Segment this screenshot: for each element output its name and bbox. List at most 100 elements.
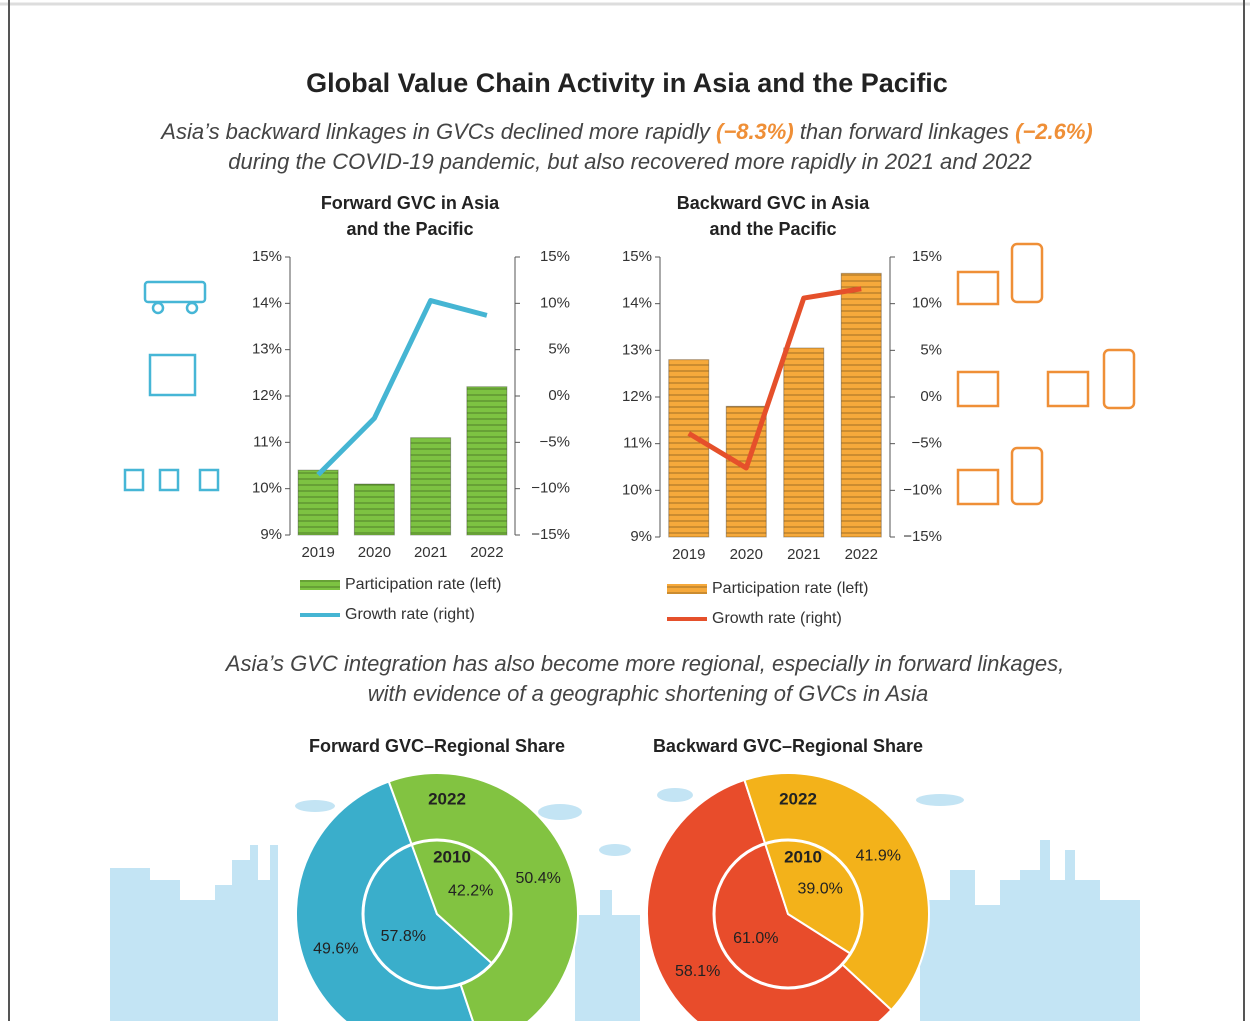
- y2-tick-label: −15%: [903, 528, 942, 545]
- icon-factory: [956, 468, 1000, 506]
- value-label: 41.9%: [856, 848, 901, 865]
- y-tick-label: 11%: [623, 435, 652, 452]
- icon-wheel: [151, 301, 165, 315]
- x-tick-label: 2020: [358, 544, 391, 561]
- legend-label: Growth rate (right): [345, 606, 475, 623]
- icon-phone: [1010, 242, 1044, 304]
- skyline-mid: [575, 890, 640, 1021]
- legend-swatch: [300, 580, 340, 590]
- y-tick-label: 13%: [622, 341, 652, 358]
- icon-cart: [143, 280, 207, 304]
- legend-label: Participation rate (left): [712, 580, 869, 597]
- bar: [466, 386, 508, 536]
- ring-label: 2022: [428, 789, 466, 808]
- y2-tick-label: 10%: [912, 295, 942, 312]
- icon-factory: [956, 370, 1000, 408]
- subtitle-text: than forward linkages: [800, 119, 1009, 144]
- skyline: [110, 788, 1140, 1021]
- bar: [783, 347, 825, 538]
- chart-title: Forward GVC–Regional Share: [309, 736, 565, 756]
- chart-title: Forward GVC in Asia: [321, 193, 500, 213]
- y2-tick-label: −10%: [903, 481, 942, 498]
- y2-tick-label: 10%: [540, 294, 570, 311]
- x-tick-label: 2021: [787, 546, 820, 563]
- value-label: 50.4%: [515, 870, 560, 887]
- icon-factory: [123, 468, 145, 492]
- chart-title: Backward GVC–Regional Share: [653, 736, 923, 756]
- cloud: [295, 800, 335, 812]
- subtitle-highlight: (−2.6%): [1015, 119, 1093, 144]
- skyline-right: [920, 840, 1140, 1021]
- y-tick-label: 11%: [253, 433, 282, 450]
- value-label: 57.8%: [381, 928, 426, 945]
- y2-tick-label: −10%: [531, 480, 570, 497]
- icon-factory: [158, 468, 180, 492]
- x-tick-label: 2020: [730, 546, 763, 563]
- y2-tick-label: 15%: [912, 248, 942, 265]
- icon-factory: [1046, 370, 1090, 408]
- y-tick-label: 12%: [622, 388, 652, 405]
- y-tick-label: 12%: [252, 387, 282, 404]
- value-label: 42.2%: [448, 882, 493, 899]
- bar: [297, 469, 339, 536]
- subtitle-line: during the COVID-19 pandemic, but also r…: [228, 149, 1031, 174]
- icon-wheel: [185, 301, 199, 315]
- y2-tick-label: −15%: [531, 526, 570, 543]
- y-tick-label: 10%: [622, 481, 652, 498]
- y-tick-label: 14%: [622, 295, 652, 312]
- ring-outline: [712, 838, 864, 990]
- value-label: 61.0%: [733, 930, 778, 947]
- ring-outline: [361, 838, 513, 990]
- cloud: [538, 804, 582, 820]
- skyline-left: [110, 845, 278, 1021]
- x-tick-label: 2022: [845, 546, 878, 563]
- icon-phone: [1102, 348, 1136, 410]
- y-tick-label: 9%: [260, 526, 282, 543]
- cloud: [599, 844, 631, 856]
- value-label: 39.0%: [797, 880, 842, 897]
- y2-tick-label: −5%: [912, 435, 942, 452]
- x-tick-label: 2019: [672, 546, 705, 563]
- y-tick-label: 9%: [630, 528, 652, 545]
- subtitle-highlight: (−8.3%): [716, 119, 794, 144]
- cloud: [916, 794, 964, 806]
- backward-icons: [956, 242, 1136, 506]
- legend-swatch: [667, 584, 707, 594]
- ring-label: 2022: [779, 789, 817, 808]
- legend-label: Growth rate (right): [712, 610, 842, 627]
- y-tick-label: 15%: [622, 248, 652, 265]
- ring-label: 2010: [784, 847, 822, 866]
- line-series: [687, 286, 862, 471]
- value-label: 58.1%: [675, 963, 720, 980]
- section-subtitle: Asia’s GVC integration has also become m…: [224, 651, 1064, 676]
- x-tick-label: 2019: [301, 544, 334, 561]
- value-label: 49.6%: [313, 941, 358, 958]
- bar: [353, 483, 395, 536]
- y-tick-label: 15%: [252, 248, 282, 265]
- bar: [840, 272, 882, 538]
- icon-factory: [198, 468, 220, 492]
- subtitle-text: Asia’s backward linkages in GVCs decline…: [159, 119, 712, 144]
- page-title: Global Value Chain Activity in Asia and …: [306, 68, 948, 98]
- forward-icons: [123, 280, 220, 492]
- y-tick-label: 10%: [252, 480, 282, 497]
- y-tick-label: 13%: [252, 341, 282, 358]
- x-tick-label: 2021: [414, 544, 447, 561]
- y2-tick-label: 0%: [548, 387, 570, 404]
- subtitle-line: Asia’s backward linkages in GVCs decline…: [159, 119, 1092, 144]
- chart-title: and the Pacific: [346, 219, 473, 239]
- bar: [668, 359, 710, 538]
- icon-factory: [956, 270, 1000, 306]
- icon-phone: [1010, 446, 1044, 506]
- cloud: [657, 788, 693, 802]
- chart-title: Backward GVC in Asia: [677, 193, 870, 213]
- y2-tick-label: 0%: [920, 388, 942, 405]
- section-subtitle: with evidence of a geographic shortening…: [368, 681, 929, 706]
- y-tick-label: 14%: [252, 294, 282, 311]
- ring-label: 2010: [433, 847, 471, 866]
- legend-label: Participation rate (left): [345, 576, 502, 593]
- y2-tick-label: 5%: [548, 341, 570, 358]
- line-series: [316, 298, 488, 477]
